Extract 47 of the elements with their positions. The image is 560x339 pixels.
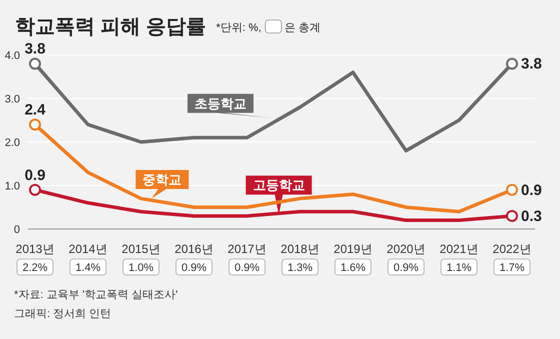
text: 0.9% — [181, 262, 207, 274]
text: 0.9% — [234, 262, 260, 274]
point — [506, 58, 518, 70]
x-tick-label: 2022년 — [492, 242, 532, 256]
x-tick-label: 2018년 — [280, 242, 320, 256]
text: *자료: 교육부 '학교폭력 실태조사' — [14, 289, 178, 301]
data-label: 2.4 — [24, 102, 46, 119]
data-label: 3.8 — [521, 56, 542, 73]
data-label: 3.8 — [24, 40, 46, 58]
text: 1.0% — [128, 262, 154, 274]
x-tick-label: 2019년 — [334, 242, 372, 256]
text: 0.9% — [393, 262, 419, 274]
series-label: 중학교 — [142, 172, 182, 187]
series-name-callout: 초등학교 — [188, 94, 274, 118]
data-label: 0.9 — [24, 166, 46, 184]
chart-title: 학교폭력 피해 응답률 — [15, 16, 206, 38]
text: 1.1% — [446, 262, 472, 274]
y-tick-label: 2.0 — [4, 137, 20, 149]
x-tick-label: 2015년 — [122, 242, 160, 256]
text: 1.3% — [287, 262, 313, 274]
y-tick-label: 3.0 — [4, 94, 20, 106]
text: 1.7% — [499, 262, 525, 274]
y-tick-label: 4.0 — [4, 50, 20, 62]
text: 2.2% — [22, 262, 48, 274]
data-label: 0.9 — [521, 182, 542, 199]
point — [29, 58, 41, 70]
x-tick-label: 2014년 — [68, 242, 108, 256]
x-tick-label: 2021년 — [440, 242, 478, 256]
text: 은 총계 — [284, 22, 320, 34]
point — [506, 184, 518, 196]
series-label: 고등학교 — [252, 178, 305, 193]
x-tick-label: 2020년 — [386, 242, 426, 256]
chart-subtitle: *단위: %, — [216, 22, 262, 34]
point — [29, 184, 41, 196]
y-tick-label: 0 — [14, 224, 20, 236]
series-name-callout: 중학교 — [136, 170, 189, 199]
data-label: 0.3 — [521, 208, 542, 225]
x-tick-label: 2013년 — [16, 242, 54, 256]
point — [506, 210, 518, 222]
text: 그래픽: 정서희 인턴 — [14, 308, 112, 320]
y-tick-label: 1.0 — [4, 180, 20, 192]
series-label: 초등학교 — [194, 96, 246, 111]
x-tick-label: 2016년 — [174, 242, 214, 256]
text: 1.4% — [75, 262, 101, 274]
point — [29, 118, 41, 131]
text: 1.6% — [340, 262, 366, 274]
x-tick-label: 2017년 — [228, 242, 266, 256]
